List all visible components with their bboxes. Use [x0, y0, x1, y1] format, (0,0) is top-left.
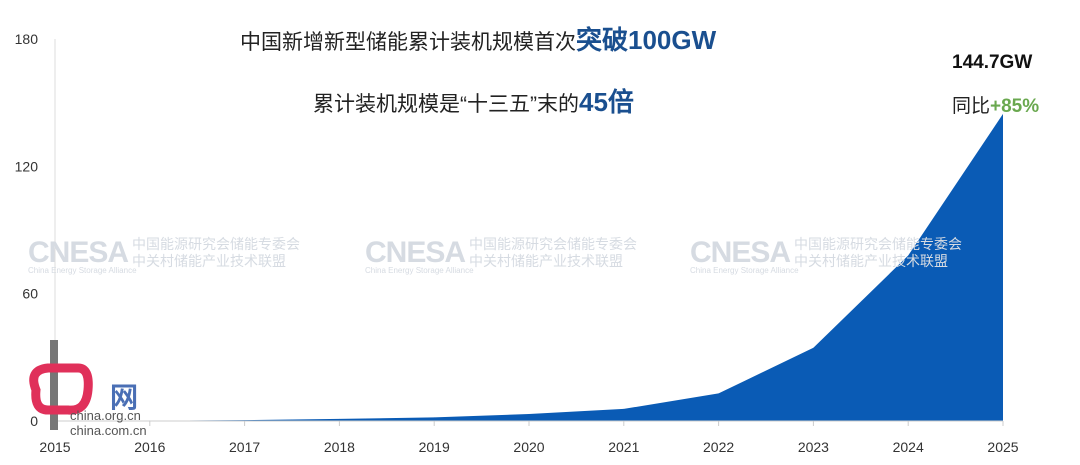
x-tick-label: 2015: [39, 439, 70, 455]
x-tick-label: 2021: [608, 439, 639, 455]
x-tick-label: 2024: [893, 439, 924, 455]
y-tick-label: 0: [30, 413, 38, 429]
china-org-logo: 网 china.org.cn china.com.cn: [28, 340, 168, 445]
x-tick-label: 2019: [419, 439, 450, 455]
annotation-yoy: 同比+85%: [952, 96, 1040, 117]
y-tick-label: 60: [22, 286, 38, 302]
watermark: CNESA 中国能源研究会储能专委会 中关村储能产业技术联盟 China Energy…: [690, 236, 963, 275]
x-tick-label: 2023: [798, 439, 829, 455]
chart-title-line2: 累计装机规模是“十三五”末的45倍: [313, 87, 634, 117]
x-tick-label: 2017: [229, 439, 260, 455]
annotation-value: 144.7GW: [952, 52, 1033, 73]
watermark: CNESA 中国能源研究会储能专委会 中关村储能产业技术联盟 China Energy…: [365, 236, 638, 275]
area-series: [55, 113, 1003, 422]
logo-mark-icon: [29, 340, 93, 430]
x-tick-label: 2018: [324, 439, 355, 455]
y-tick-label: 120: [15, 158, 39, 174]
watermark: CNESA 中国能源研究会储能专委会 中关村储能产业技术联盟 China Energy…: [28, 236, 301, 275]
x-tick-label: 2020: [513, 439, 544, 455]
y-tick-label: 180: [15, 31, 39, 47]
x-tick-label: 2016: [134, 439, 165, 455]
x-tick-label: 2022: [703, 439, 734, 455]
chart-title-line1: 中国新增新型储能累计装机规模首次突破100GW: [240, 25, 717, 55]
x-tick-label: 2025: [987, 439, 1018, 455]
